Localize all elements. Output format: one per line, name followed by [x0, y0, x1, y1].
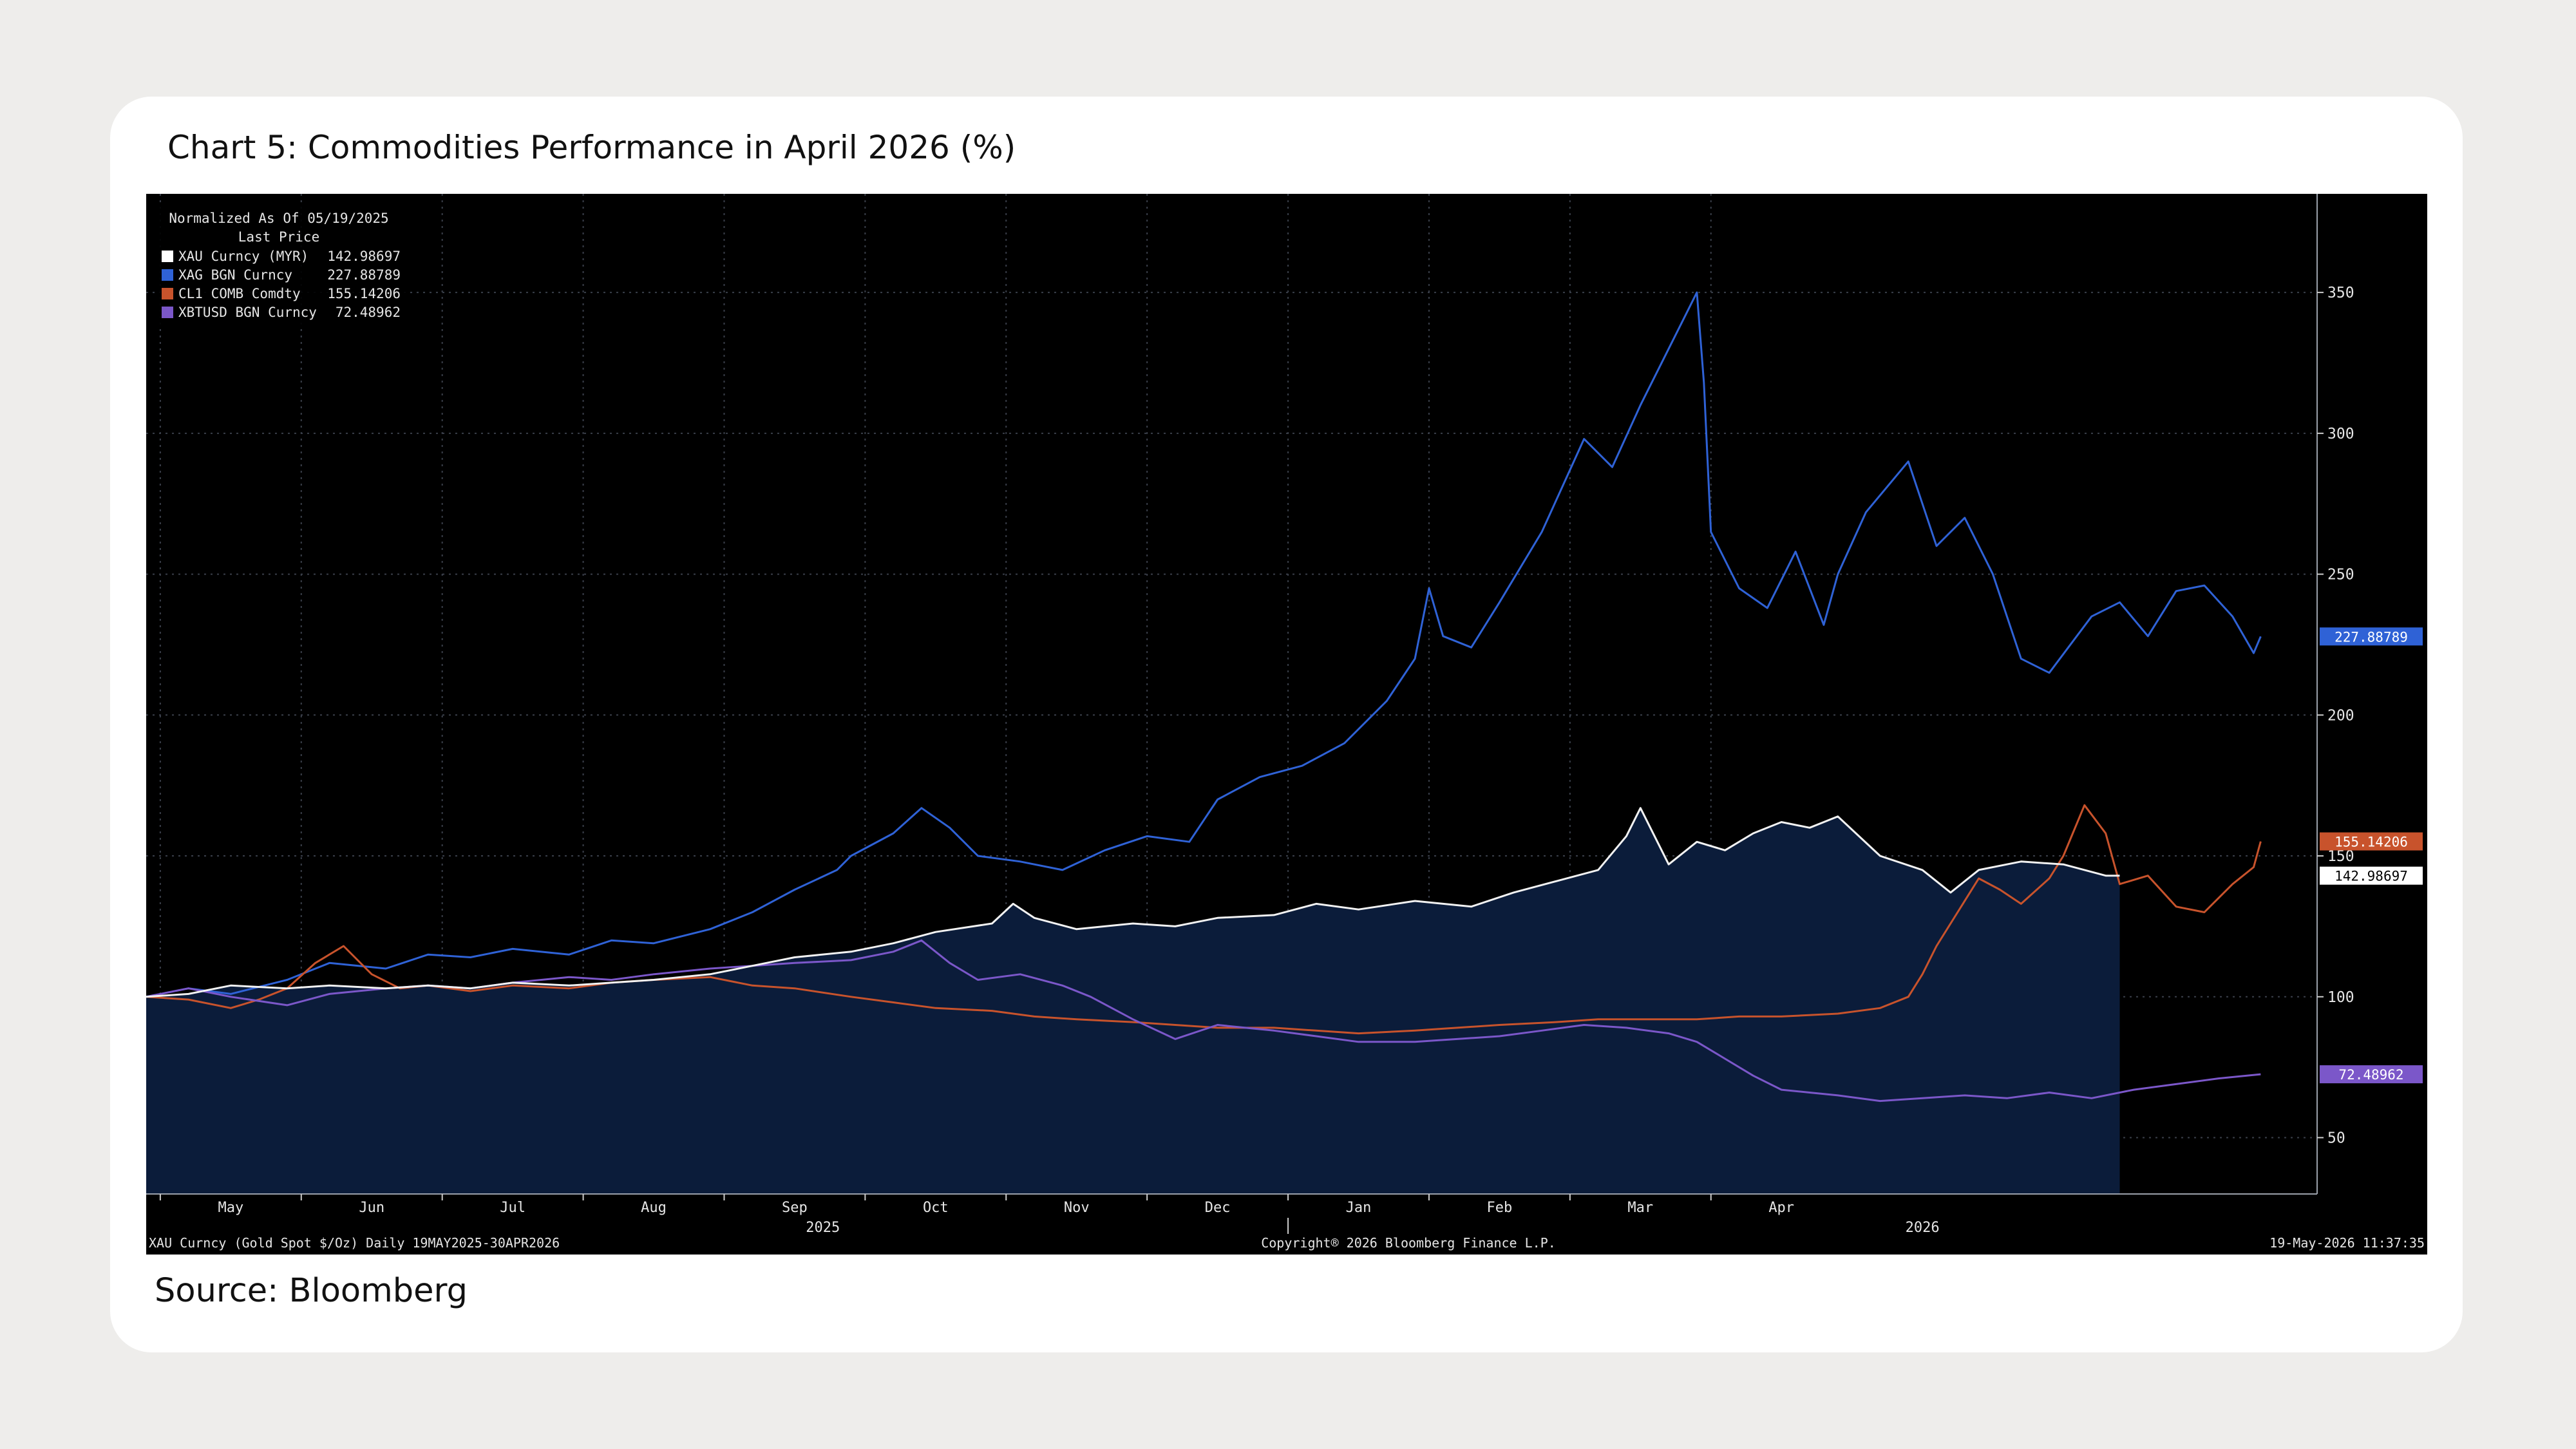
legend-series-value: 155.14206	[327, 286, 401, 301]
y-tick-label: 300	[2327, 426, 2354, 442]
legend-series-name: CL1 COMB Comdty	[178, 286, 301, 301]
last-value-text: 72.48962	[2338, 1067, 2403, 1083]
legend-series-value: 227.88789	[327, 267, 401, 283]
last-value-bg	[2320, 627, 2423, 646]
x-tick-label: Mar	[1627, 1200, 1653, 1216]
bloomberg-chart: 50 100 150 200 250 300 350 May Jun Jul Aug Sep Oct N…	[146, 194, 2427, 1255]
y-tick-label: 250	[2327, 567, 2354, 583]
legend-swatch	[162, 251, 173, 262]
x-tick-label: Feb	[1487, 1200, 1513, 1216]
legend-series-value: 72.48962	[336, 305, 401, 320]
legend-series-name: XAG BGN Curncy	[178, 267, 292, 283]
last-value-tag: 227.88789	[2320, 627, 2423, 646]
legend-series-value: 142.98697	[327, 249, 401, 264]
series-area-fill	[146, 808, 2120, 1194]
chart-title: Chart 5: Commodities Performance in Apri…	[167, 129, 1016, 166]
year-label: 2025	[806, 1220, 840, 1236]
series-line	[146, 939, 2261, 1103]
last-value-bg	[2320, 866, 2423, 885]
legend-swatch	[162, 269, 173, 281]
x-ticks: May Jun Jul Aug Sep Oct Nov Dec Jan Feb Mar Apr 2025…	[159, 1194, 1940, 1236]
last-value-tag: 155.14206	[2320, 832, 2423, 851]
last-value-text: 142.98697	[2334, 869, 2408, 884]
x-tick-label: Oct	[923, 1200, 949, 1216]
y-tick-label: 150	[2327, 848, 2354, 865]
x-tick-label: Jan	[1346, 1200, 1372, 1216]
legend-swatch	[162, 307, 173, 318]
axes	[146, 194, 2318, 1195]
last-value-labels: 142.98697 227.88789 155.14206 72.48962	[2320, 627, 2423, 1084]
source-note: Source: Bloomberg	[155, 1272, 468, 1310]
x-tick-label: Nov	[1064, 1200, 1090, 1216]
x-tick-label: Jun	[359, 1200, 384, 1216]
legend-box	[155, 203, 406, 325]
y-tick-label: 200	[2327, 707, 2354, 724]
legend-series-name: XAU Curncy (MYR)	[178, 249, 308, 264]
x-tick-label: Jul	[500, 1200, 526, 1216]
legend-swatch	[162, 288, 173, 299]
legend-items: XAU Curncy (MYR) 142.98697 XAG BGN Curncy 2…	[162, 249, 401, 320]
last-value-tag: 72.48962	[2320, 1065, 2423, 1084]
y-tick-label: 350	[2327, 285, 2354, 301]
x-tick-label: Dec	[1205, 1200, 1231, 1216]
series-line	[146, 804, 2262, 1035]
series-line	[146, 291, 2262, 998]
x-tick-label: Apr	[1768, 1200, 1794, 1216]
legend-header: Normalized As Of 05/19/2025	[169, 211, 388, 226]
last-value-tag: 142.98697	[2320, 866, 2423, 885]
footer-left: XAU Curncy (Gold Spot $/Oz) Daily 19MAY2…	[149, 1235, 560, 1251]
footer-center: Copyright® 2026 Bloomberg Finance L.P.	[1261, 1235, 1556, 1251]
x-tick-label: Sep	[782, 1200, 808, 1216]
legend-subheader: Last Price	[238, 229, 319, 245]
legend-series-name: XBTUSD BGN Curncy	[178, 305, 317, 320]
y-tick-label: 50	[2327, 1130, 2345, 1147]
x-tick-label: May	[218, 1200, 243, 1216]
legend: Normalized As Of 05/19/2025 Last Price X…	[155, 203, 406, 325]
chart-svg: 50 100 150 200 250 300 350 May Jun Jul Aug Sep Oct N…	[146, 194, 2427, 1255]
footer-right: 19-May-2026 11:37:35	[2269, 1235, 2425, 1251]
y-ticks: 50 100 150 200 250 300 350	[2317, 285, 2354, 1147]
series-line	[146, 807, 2120, 998]
last-value-text: 227.88789	[2334, 629, 2408, 645]
last-value-bg	[2320, 832, 2423, 851]
y-tick-label: 100	[2327, 989, 2354, 1006]
last-value-bg	[2320, 1065, 2423, 1084]
year-label: 2026	[1906, 1220, 1940, 1236]
x-tick-label: Aug	[641, 1200, 667, 1216]
last-value-text: 155.14206	[2334, 835, 2408, 850]
series-layer	[146, 291, 2262, 1194]
